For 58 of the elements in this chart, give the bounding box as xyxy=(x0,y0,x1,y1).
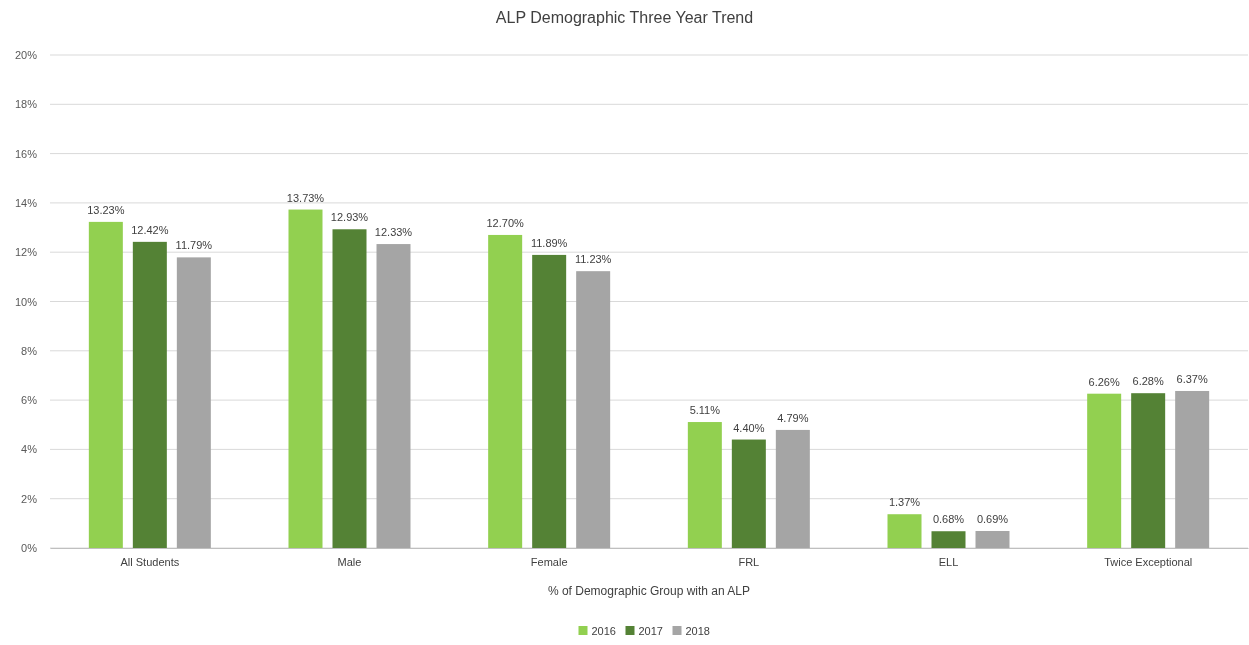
data-label: 6.37% xyxy=(1176,372,1208,385)
y-tick-label: 12% xyxy=(14,246,38,259)
bar xyxy=(576,271,611,548)
bar xyxy=(376,244,411,548)
data-label: 0.69% xyxy=(976,512,1009,525)
y-tick-label: 2% xyxy=(21,492,38,505)
legend-label: 2017 xyxy=(638,625,663,637)
y-tick-label: 6% xyxy=(21,394,38,407)
x-tick-label: FRL xyxy=(738,555,760,568)
x-tick-label: ELL xyxy=(938,555,959,568)
bar xyxy=(887,514,922,548)
legend-label: 2016 xyxy=(591,625,616,637)
bar xyxy=(288,209,323,548)
legend-label: 2018 xyxy=(685,625,710,637)
y-tick-label: 0% xyxy=(21,542,38,555)
bar xyxy=(975,530,1010,548)
data-label: 4.79% xyxy=(777,411,809,424)
bar xyxy=(687,422,722,548)
y-tick-label: 10% xyxy=(14,295,38,308)
data-label: 1.37% xyxy=(888,496,921,509)
bar xyxy=(332,229,367,548)
bar xyxy=(88,221,123,548)
data-label: 11.89% xyxy=(530,236,568,249)
data-label: 12.42% xyxy=(131,223,169,236)
data-label: 11.23% xyxy=(574,253,612,266)
bar xyxy=(488,234,523,548)
bar xyxy=(176,257,211,548)
y-tick-label: 8% xyxy=(21,344,38,357)
y-tick-label: 18% xyxy=(14,98,38,111)
y-tick-label: 16% xyxy=(14,147,38,160)
y-tick-label: 20% xyxy=(14,49,38,62)
bar xyxy=(731,439,766,548)
x-tick-label: Female xyxy=(530,555,568,568)
data-label: 6.28% xyxy=(1132,375,1164,388)
data-label: 5.11% xyxy=(689,404,721,417)
bar xyxy=(532,254,567,548)
bar xyxy=(1087,393,1122,548)
data-label: 12.93% xyxy=(330,211,369,224)
data-label: 13.23% xyxy=(87,203,125,216)
data-label: 13.73% xyxy=(286,191,325,204)
data-label: 4.40% xyxy=(733,421,765,434)
x-tick-label: All Students xyxy=(120,555,180,568)
bar xyxy=(931,531,966,548)
x-axis-title: % of Demographic Group with an ALP xyxy=(547,584,751,598)
x-tick-label: Male xyxy=(337,555,362,568)
data-label: 12.33% xyxy=(374,226,413,239)
x-tick-label: Twice Exceptional xyxy=(1104,555,1193,568)
bar xyxy=(132,241,167,548)
data-label: 11.79% xyxy=(175,239,213,252)
bar xyxy=(1131,393,1166,548)
y-tick-label: 14% xyxy=(14,196,38,209)
bar xyxy=(1175,390,1210,548)
data-label: 6.26% xyxy=(1088,375,1120,388)
data-label: 0.68% xyxy=(932,513,965,526)
bar xyxy=(775,429,810,548)
y-tick-label: 4% xyxy=(21,443,38,456)
data-label: 12.70% xyxy=(486,216,525,229)
chart-title: ALP Demographic Three Year Trend xyxy=(495,9,754,26)
